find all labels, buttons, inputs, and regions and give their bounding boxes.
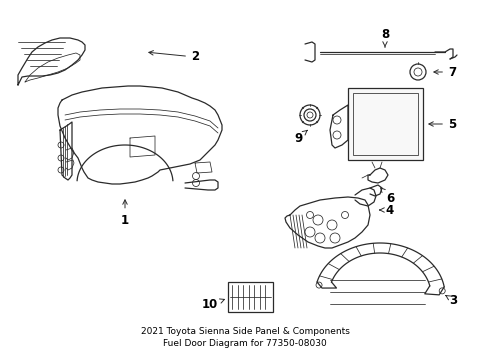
Bar [348, 88, 423, 160]
Text: 3: 3 [446, 293, 457, 306]
Text: 4: 4 [380, 203, 394, 216]
Text: 8: 8 [381, 28, 389, 47]
Bar [353, 93, 418, 155]
Text: 6: 6 [381, 188, 394, 204]
Text: 10: 10 [202, 298, 224, 311]
Text: 7: 7 [434, 66, 456, 78]
Text: 5: 5 [429, 117, 456, 130]
Text: 9: 9 [294, 130, 307, 144]
Bar [228, 282, 273, 312]
Text: 2021 Toyota Sienna Side Panel & Components
Fuel Door Diagram for 77350-08030: 2021 Toyota Sienna Side Panel & Componen… [141, 327, 349, 348]
Text: 1: 1 [121, 200, 129, 226]
Text: 2: 2 [149, 50, 199, 63]
